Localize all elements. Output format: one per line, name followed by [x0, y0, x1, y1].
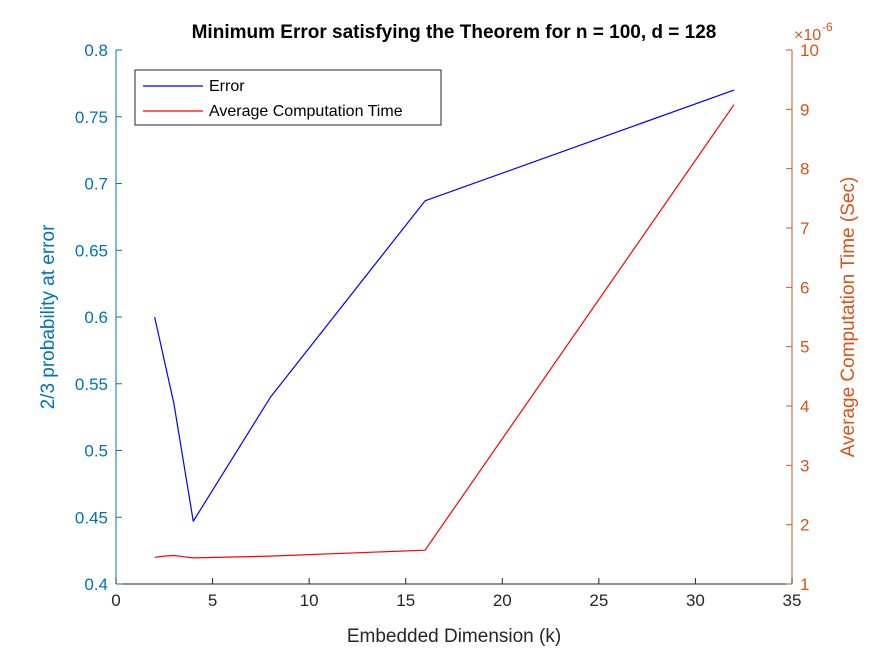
- right-y-tick-label: 1: [800, 575, 809, 594]
- x-tick-label: 15: [396, 591, 415, 610]
- exponent-power: -6: [822, 20, 833, 34]
- x-tick-label: 35: [783, 591, 802, 610]
- right-y-tick-label: 2: [800, 516, 809, 535]
- x-tick-group: 0 5 10 15 20 25 30 35: [111, 578, 801, 610]
- left-y-tick-label: 0.65: [75, 241, 108, 260]
- left-y-tick-label: 0.75: [75, 108, 108, 127]
- right-y-tick-label: 3: [800, 456, 809, 475]
- x-tick-label: 10: [300, 591, 319, 610]
- right-y-tick-group: 1 2 3 4 5 6 7 8 9 10: [786, 41, 819, 594]
- left-y-tick-label: 0.8: [84, 41, 108, 60]
- legend-box: [134, 69, 442, 126]
- right-y-tick-label: 10: [800, 41, 819, 60]
- plot-area: [116, 50, 792, 584]
- right-y-axis-label: Average Computation Time (Sec): [838, 177, 859, 458]
- x-tick-label: 20: [493, 591, 512, 610]
- x-tick-label: 0: [111, 591, 120, 610]
- left-y-tick-label: 0.5: [84, 442, 108, 461]
- left-y-tick-label: 0.45: [75, 508, 108, 527]
- x-tick-label: 30: [686, 591, 705, 610]
- x-tick-label: 5: [208, 591, 217, 610]
- left-y-tick-label: 0.6: [84, 308, 108, 327]
- x-axis-label: Embedded Dimension (k): [347, 626, 561, 647]
- x-tick-label: 25: [589, 591, 608, 610]
- series-line-error: [154, 89, 735, 522]
- left-y-tick-group: 0.4 0.45 0.5 0.55 0.6 0.65 0.7 0.75 0.8: [75, 41, 122, 594]
- series-layer: [154, 89, 735, 559]
- right-y-tick-label: 6: [800, 278, 809, 297]
- chart-title: Minimum Error satisfying the Theorem for…: [192, 22, 717, 43]
- legend-label-time: Average Computation Time: [209, 103, 403, 120]
- legend-label-error: Error: [209, 78, 245, 95]
- left-y-tick-label: 0.4: [84, 575, 108, 594]
- legend: Error Average Computation Time: [134, 69, 442, 126]
- axes-box: [116, 50, 792, 584]
- exponent-base: ×10: [794, 27, 821, 44]
- left-y-tick-label: 0.55: [75, 375, 108, 394]
- right-y-tick-label: 9: [800, 100, 809, 119]
- right-y-tick-label: 5: [800, 338, 809, 357]
- left-y-axis-label: 2/3 probability at error: [38, 224, 59, 409]
- left-y-tick-label: 0.7: [84, 175, 108, 194]
- right-y-tick-label: 8: [800, 160, 809, 179]
- right-y-tick-label: 7: [800, 219, 809, 238]
- series-line-average-computation-time: [154, 104, 735, 559]
- right-y-tick-label: 4: [800, 397, 809, 416]
- right-axis-exponent: ×10 -6: [794, 20, 833, 44]
